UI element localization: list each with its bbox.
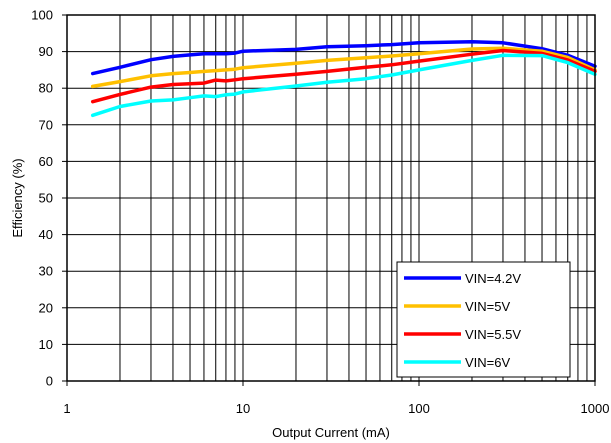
x-tick-label: 100 — [408, 401, 430, 416]
y-axis-ticks: 0 10 20 30 40 50 60 70 80 90 100 — [31, 8, 67, 389]
series-line — [90, 39, 597, 76]
legend-label: VIN=6V — [465, 355, 510, 370]
legend: VIN=4.2V VIN=5V VIN=5.5V VIN=6V — [396, 261, 571, 378]
y-axis-title: Efficiency (%) — [10, 158, 25, 237]
x-axis-ticks: 1 10 100 1000 — [63, 381, 609, 416]
legend-label: VIN=5V — [465, 299, 510, 314]
y-tick-label: 50 — [39, 191, 53, 206]
series-line — [90, 46, 597, 89]
x-axis-title: Output Current (mA) — [272, 425, 390, 440]
series-line — [90, 48, 597, 104]
y-tick-label: 30 — [39, 264, 53, 279]
y-tick-label: 90 — [39, 44, 53, 59]
plot-series — [90, 39, 597, 118]
y-tick-label: 80 — [39, 81, 53, 96]
series-line — [90, 53, 597, 118]
y-tick-label: 60 — [39, 154, 53, 169]
x-tick-label: 1 — [63, 401, 70, 416]
x-tick-label: 1000 — [581, 401, 610, 416]
y-tick-label: 40 — [39, 227, 53, 242]
y-tick-label: 100 — [31, 8, 53, 23]
legend-box — [396, 261, 571, 378]
x-tick-label: 10 — [236, 401, 250, 416]
legend-label: VIN=5.5V — [465, 327, 521, 342]
legend-label: VIN=4.2V — [465, 271, 521, 286]
y-tick-label: 70 — [39, 117, 53, 132]
y-tick-label: 0 — [46, 374, 53, 389]
y-tick-label: 10 — [39, 337, 53, 352]
y-tick-label: 20 — [39, 300, 53, 315]
